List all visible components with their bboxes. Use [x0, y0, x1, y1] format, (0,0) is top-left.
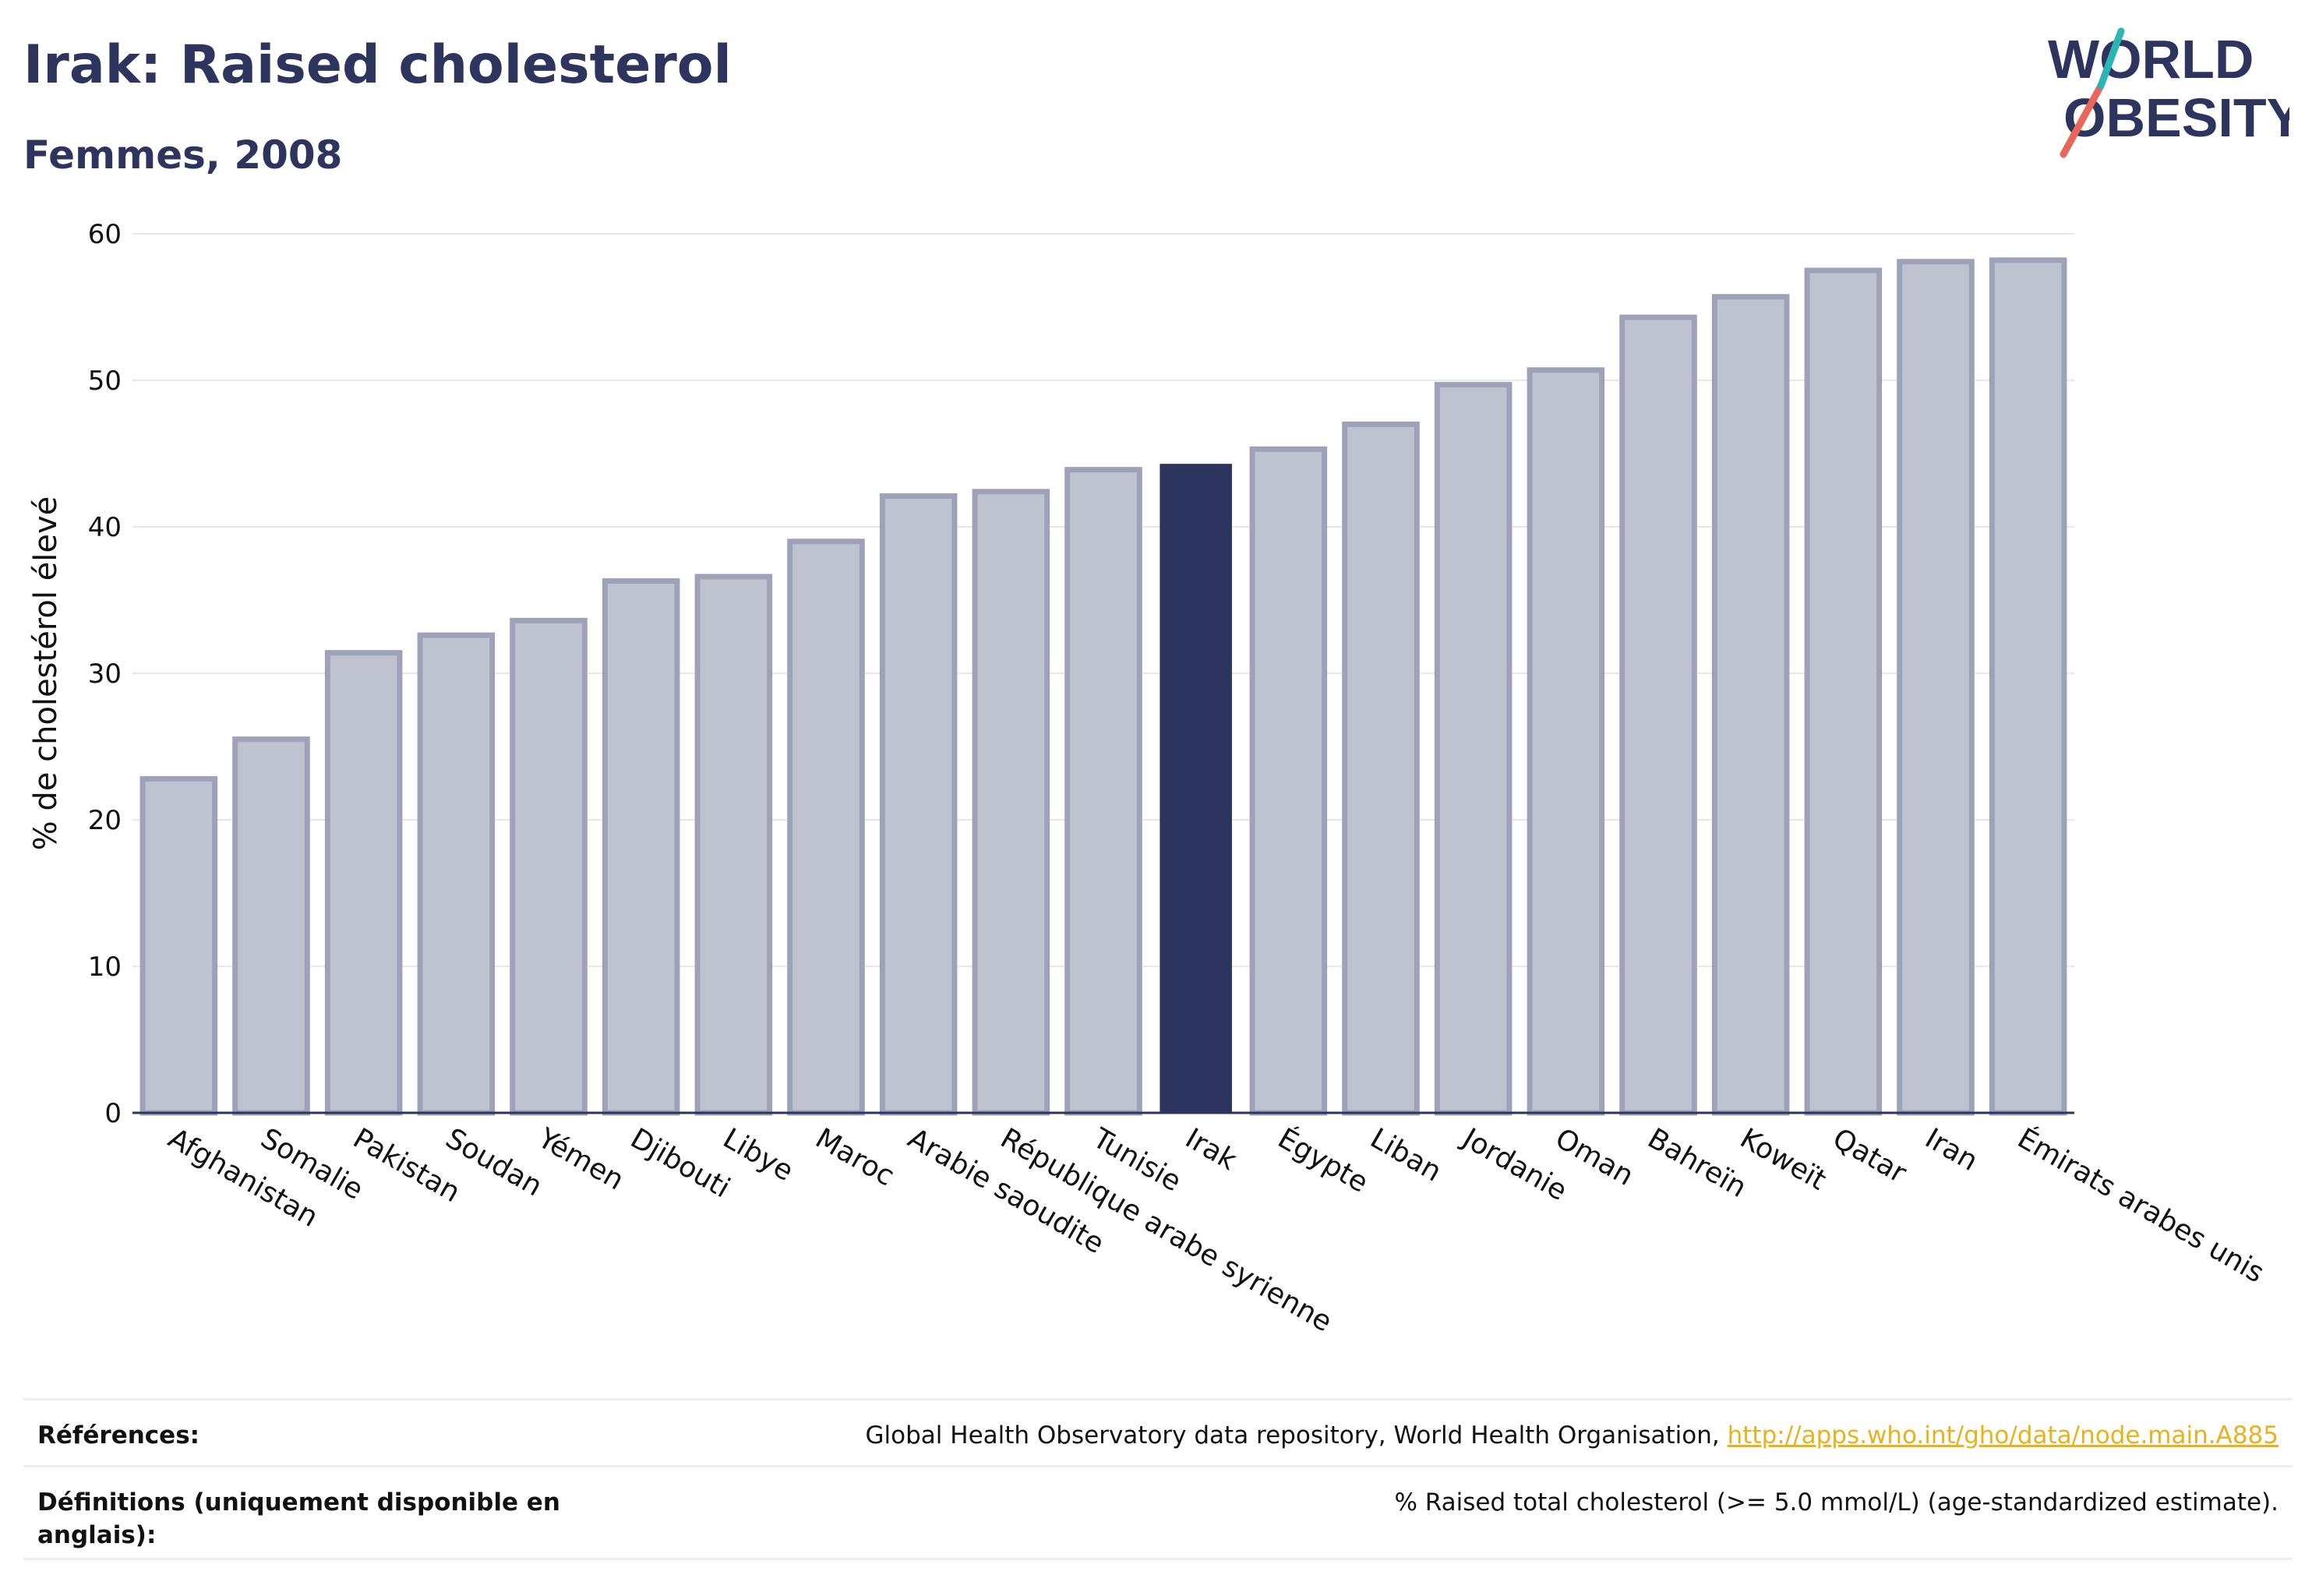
bar-jordanie — [1434, 382, 1513, 1116]
y-tick-label: 40 — [88, 512, 122, 543]
chart-title: Irak: Raised cholesterol — [23, 34, 732, 96]
x-axis-labels: AfghanistanSomaliePakistanSoudanYémenDji… — [163, 1121, 2270, 1338]
bar-pakistan — [324, 650, 403, 1116]
bar-chart: 0 10 20 30 40 50 60 AfghanistanSomaliePakistan… — [28, 219, 2270, 1339]
bar-oman — [1527, 367, 1605, 1116]
x-tick-label: Liban — [1365, 1122, 1447, 1188]
y-tick-label: 60 — [88, 219, 122, 250]
world-obesity-logo: WORLD OBESITY — [2048, 27, 2289, 158]
bars — [139, 257, 2067, 1116]
bar-arabie-saoudite — [879, 493, 958, 1116]
logo-slash-red — [2060, 82, 2105, 158]
x-tick-label: Djibouti — [625, 1122, 735, 1204]
footer: Références: Global Health Observatory da… — [23, 1398, 2293, 1560]
x-tick-label: Égypte — [1273, 1121, 1374, 1199]
bar-bahre-n — [1619, 314, 1697, 1116]
logo-line1: WORLD — [2048, 29, 2254, 90]
bar-liban — [1342, 421, 1420, 1116]
logo-line2: OBESITY — [2063, 87, 2289, 148]
y-axis-ticks: 0 10 20 30 40 50 60 — [88, 219, 122, 1129]
x-tick-label: Irak — [1180, 1122, 1242, 1177]
bar-afghanistan — [139, 775, 218, 1116]
definitions-label: Définitions (uniquement disponible en an… — [37, 1488, 560, 1549]
definitions-value: % Raised total cholesterol (>= 5.0 mmol/… — [1394, 1488, 2279, 1517]
x-tick-label: Bahreïn — [1643, 1122, 1752, 1204]
references-link[interactable]: http://apps.who.int/gho/data/node.main.A… — [1727, 1421, 2279, 1449]
logo-slash-teal — [2097, 27, 2125, 90]
x-tick-label: Pakistan — [348, 1122, 465, 1209]
references-label: Références: — [37, 1421, 200, 1449]
y-tick-label: 20 — [88, 805, 122, 836]
x-tick-label: Koweït — [1735, 1122, 1831, 1196]
x-tick-label: Qatar — [1827, 1122, 1911, 1189]
chart-subtitle: Femmes, 2008 — [23, 132, 343, 178]
bar-soudan — [417, 632, 496, 1116]
x-tick-label: Iran — [1920, 1122, 1983, 1178]
y-tick-label: 50 — [88, 365, 122, 397]
x-tick-label: Jordanie — [1456, 1121, 1572, 1207]
x-tick-label: Yémen — [532, 1122, 630, 1197]
bar--mirats-arabes-unis — [1989, 257, 2067, 1116]
references-value: Global Health Observatory data repositor… — [866, 1419, 2279, 1452]
references-row: Références: Global Health Observatory da… — [23, 1398, 2293, 1465]
y-tick-label: 30 — [88, 659, 122, 690]
references-text: Global Health Observatory data repositor… — [865, 1421, 1728, 1449]
bar-libye — [694, 574, 773, 1116]
bar-iran — [1897, 259, 1975, 1116]
y-axis-label: % de cholestérol élevé — [28, 496, 64, 851]
bar-irak — [1160, 464, 1232, 1113]
bar-djibouti — [602, 578, 680, 1116]
bar-y-men — [510, 617, 588, 1116]
y-tick-label: 10 — [88, 952, 122, 983]
bar-maroc — [787, 538, 865, 1116]
definitions-row: Définitions (uniquement disponible en an… — [23, 1465, 2293, 1560]
bar--gypte — [1249, 446, 1328, 1116]
x-tick-label: Maroc — [810, 1122, 900, 1192]
bar-somalie — [232, 736, 310, 1116]
bar-qatar — [1804, 267, 1883, 1116]
x-tick-label: Émirats arabes unis — [2012, 1121, 2270, 1289]
bar-r-publique-arabe-syrienne — [972, 489, 1050, 1116]
bar-tunisie — [1064, 467, 1142, 1116]
y-tick-label: 0 — [104, 1098, 122, 1129]
bar-kowe-t — [1711, 294, 1790, 1116]
